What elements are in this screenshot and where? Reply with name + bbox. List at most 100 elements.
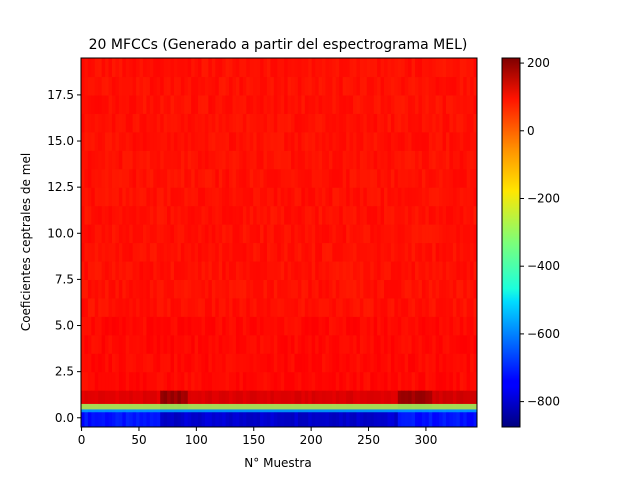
heatmap-cell — [284, 224, 289, 244]
heatmap-cell — [339, 94, 344, 114]
heatmap-cell — [84, 94, 89, 114]
heatmap-cell — [325, 76, 330, 96]
heatmap-cell — [180, 58, 185, 78]
heatmap-cell — [425, 224, 430, 244]
heatmap-cell — [222, 168, 227, 188]
heatmap-cell — [373, 187, 378, 207]
heatmap-cell — [118, 334, 123, 354]
heatmap-cell — [432, 353, 437, 373]
heatmap-cell — [411, 224, 416, 244]
heatmap-cell — [421, 58, 426, 78]
heatmap-cell — [163, 150, 168, 170]
y-tick-label: 7.5 — [55, 272, 74, 286]
heatmap-cell — [277, 76, 282, 96]
heatmap-cell — [187, 371, 192, 391]
heatmap-cell — [204, 279, 210, 299]
heatmap-cell — [108, 150, 113, 170]
heatmap-cell — [322, 260, 327, 280]
heatmap-cell — [349, 334, 354, 354]
heatmap-cell — [246, 168, 251, 188]
heatmap-cell — [411, 187, 416, 207]
heatmap-cell — [339, 76, 344, 96]
heatmap-cell — [105, 187, 110, 207]
heatmap-cell — [473, 205, 477, 225]
heatmap-cell — [204, 242, 210, 262]
heatmap-cell — [122, 113, 127, 133]
heatmap-cell — [146, 279, 151, 299]
heatmap-cell — [366, 297, 371, 317]
heatmap-cell — [184, 334, 189, 354]
heatmap-cell — [84, 334, 89, 354]
heatmap-cell — [322, 224, 327, 244]
heatmap-cell — [384, 131, 389, 151]
heatmap-cell — [156, 150, 161, 170]
heatmap-cell — [81, 353, 86, 373]
heatmap-cell — [359, 408, 364, 427]
heatmap-cell — [84, 390, 89, 410]
heatmap-cell — [387, 353, 392, 373]
heatmap-cell — [363, 94, 368, 114]
heatmap-cell — [397, 205, 402, 225]
heatmap-cell — [108, 113, 113, 133]
heatmap-cell — [380, 150, 385, 170]
heatmap-cell — [156, 224, 161, 244]
heatmap-cell — [387, 260, 392, 280]
heatmap-cell — [249, 168, 254, 188]
heatmap-cell — [356, 187, 361, 207]
heatmap-cell — [363, 76, 368, 96]
heatmap-cell — [408, 353, 413, 373]
heatmap-cell — [315, 371, 320, 391]
heatmap-cell — [246, 94, 251, 114]
heatmap-cell — [249, 279, 254, 299]
heatmap-cell — [84, 297, 89, 317]
heatmap-cell — [297, 408, 302, 427]
heatmap-cell — [149, 58, 154, 78]
heatmap-cell — [260, 113, 265, 133]
heatmap-cell — [156, 205, 161, 225]
heatmap-cell — [98, 353, 103, 373]
heatmap-cell — [421, 279, 426, 299]
heatmap-cell — [280, 150, 285, 170]
heatmap-cell — [470, 224, 475, 244]
heatmap-cell — [390, 94, 395, 114]
heatmap-cell — [180, 94, 185, 114]
heatmap-cell — [118, 76, 123, 96]
heatmap-cell — [463, 113, 468, 133]
colorbar-tick-label: −800 — [527, 395, 560, 409]
heatmap-cell — [125, 242, 130, 262]
heatmap-cell — [366, 334, 371, 354]
heatmap-cell — [235, 297, 240, 317]
heatmap-cell — [208, 390, 213, 410]
heatmap-cell — [439, 279, 444, 299]
heatmap-cell — [377, 371, 382, 391]
heatmap-cell — [359, 131, 364, 151]
heatmap-cell — [139, 168, 144, 188]
heatmap-cell — [463, 94, 468, 114]
heatmap-cell — [167, 316, 172, 336]
heatmap-cell — [153, 205, 158, 225]
heatmap-cell — [349, 297, 354, 317]
heatmap-cell — [373, 205, 378, 225]
heatmap-cell — [304, 76, 309, 96]
heatmap-cell — [432, 408, 437, 427]
heatmap-cell — [249, 113, 254, 133]
heatmap-cell — [187, 76, 192, 96]
heatmap-cell — [390, 242, 395, 262]
heatmap-cell — [339, 371, 344, 391]
heatmap-cell — [177, 390, 182, 410]
heatmap-cell — [91, 58, 96, 78]
plot-frame — [80, 57, 478, 428]
heatmap-cell — [111, 58, 117, 78]
heatmap-cell — [215, 113, 220, 133]
heatmap-cell — [425, 334, 430, 354]
heatmap-cell — [280, 260, 285, 280]
heatmap-cell — [332, 408, 337, 427]
heatmap-cell — [156, 58, 161, 78]
heatmap-cell — [432, 371, 437, 391]
heatmap-cell — [270, 316, 275, 336]
heatmap-cell — [139, 131, 144, 151]
heatmap-cell — [280, 168, 285, 188]
heatmap-cell — [204, 334, 210, 354]
heatmap-cell — [122, 76, 127, 96]
heatmap-cell — [232, 76, 237, 96]
